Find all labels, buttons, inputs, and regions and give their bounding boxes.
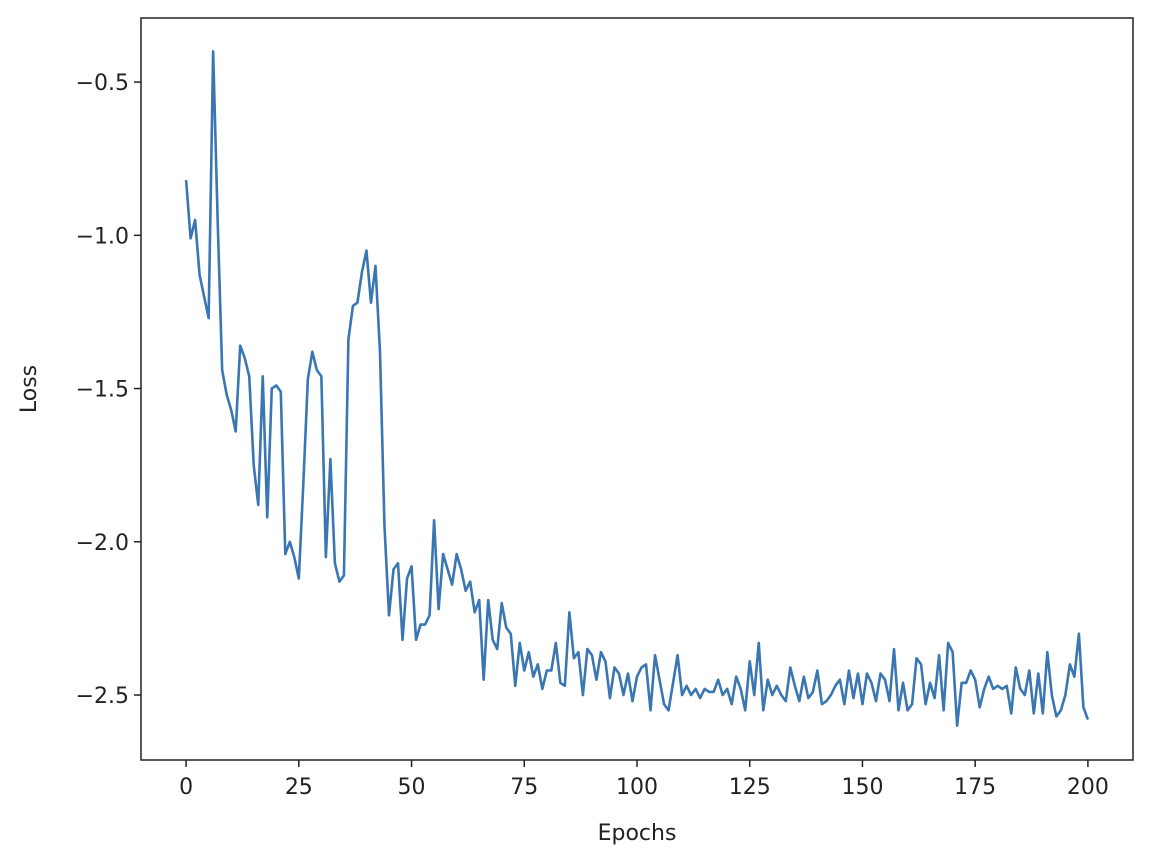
- x-tick-label: 75: [510, 775, 538, 800]
- y-tick-label: −2.5: [76, 684, 129, 709]
- x-tick-label: 175: [954, 775, 996, 800]
- plot-area: [141, 18, 1133, 760]
- x-tick-label: 150: [841, 775, 883, 800]
- axes-frame: [140, 17, 1134, 761]
- y-tick-label: −1.5: [76, 378, 129, 403]
- x-tick-label: 25: [285, 775, 313, 800]
- x-axis-label: Epochs: [598, 821, 677, 846]
- y-tick-label: −2.0: [76, 531, 129, 556]
- data-line: [184, 50, 1090, 727]
- x-tick-label: 50: [398, 775, 426, 800]
- y-axis-label: Loss: [17, 365, 42, 413]
- x-tick-label: 125: [729, 775, 771, 800]
- y-tick-label: −0.5: [76, 71, 129, 96]
- x-tick-label: 0: [179, 775, 193, 800]
- y-tick-label: −1.0: [76, 224, 129, 249]
- x-tick-label: 100: [616, 775, 658, 800]
- x-tick-label: 200: [1067, 775, 1109, 800]
